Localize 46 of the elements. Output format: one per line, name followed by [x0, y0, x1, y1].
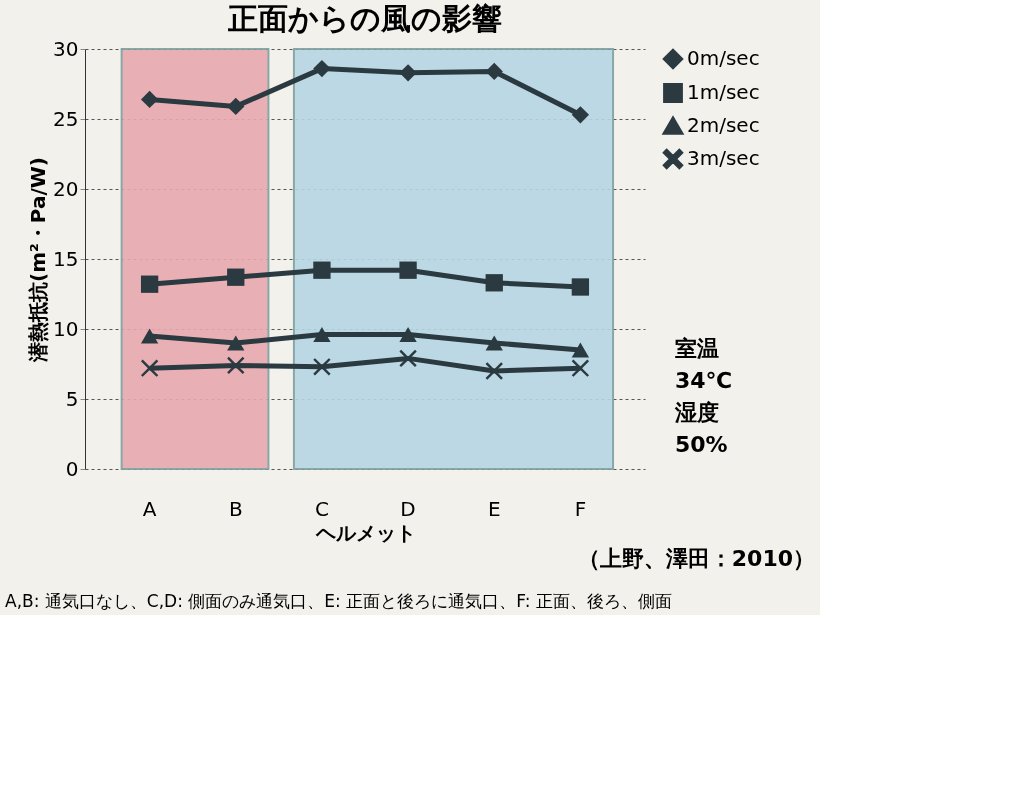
- y-tick-label: 25: [53, 106, 79, 131]
- point: [571, 278, 590, 296]
- point: [140, 275, 159, 293]
- y-tick-label: 5: [65, 386, 79, 411]
- legend-label: 0m/sec: [687, 46, 760, 70]
- y-tick-label: 10: [53, 316, 79, 341]
- point: [140, 359, 159, 377]
- legend-label: 2m/sec: [687, 113, 760, 137]
- point: [399, 349, 417, 368]
- x-tick-label: A: [142, 496, 157, 521]
- point: [399, 64, 417, 82]
- point: [227, 97, 245, 116]
- y-axis-title: 潜熱抵抗(m²・Pa/W): [26, 157, 51, 363]
- point: [399, 327, 417, 343]
- point: [227, 356, 245, 375]
- y-tick-label: 30: [53, 36, 79, 61]
- legend-label: 1m/sec: [687, 80, 760, 104]
- x-tick-label: F: [574, 496, 587, 521]
- point: [571, 359, 590, 377]
- point: [571, 342, 590, 358]
- point: [313, 59, 331, 78]
- y-tick-label: 0: [65, 456, 79, 481]
- text: （上野、澤田：2010）: [577, 546, 815, 571]
- point: [313, 327, 331, 343]
- y-tick-label: 15: [53, 246, 79, 271]
- x-axis-title: ヘルメット: [314, 520, 416, 545]
- point: [485, 62, 503, 81]
- point: [313, 261, 331, 279]
- point: [485, 274, 503, 292]
- chart-title: 正面からの風の影響: [227, 1, 502, 36]
- point: [140, 328, 159, 344]
- point: [485, 335, 503, 351]
- x-tick-label: B: [228, 496, 243, 521]
- y-tick-label: 20: [53, 176, 79, 201]
- legend-label: 3m/sec: [687, 146, 760, 170]
- point: [313, 358, 331, 376]
- point: [399, 261, 417, 279]
- text: A,B: 通気口なし、C,D: 側面のみ通気口、E: 正面と後ろに通気口、F: 正面、後ろ、側面: [5, 591, 672, 611]
- point: [227, 335, 245, 351]
- text: 室温 34℃ 湿度 50%: [674, 336, 733, 457]
- point: [227, 268, 245, 286]
- x-tick-label: E: [487, 496, 501, 521]
- point: [571, 106, 590, 124]
- x-tick-label: C: [314, 496, 329, 521]
- point: [140, 90, 159, 109]
- x-tick-label: D: [400, 496, 416, 521]
